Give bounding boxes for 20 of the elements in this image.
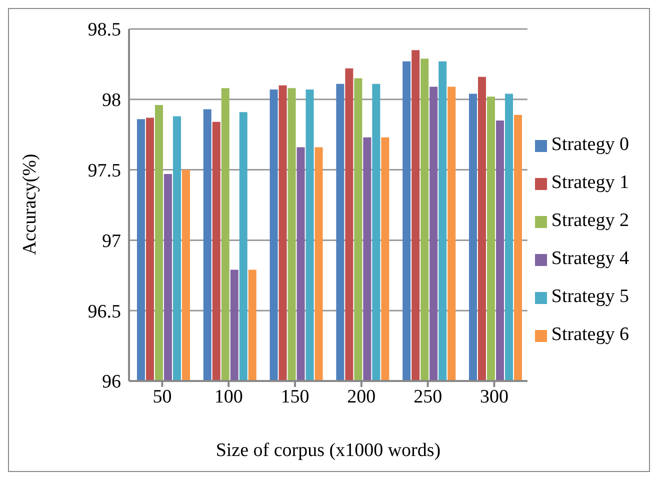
x-tick-label: 300 [480,386,508,408]
y-tick-label: 96.5 [88,301,121,322]
legend-label: Strategy 2 [551,210,629,231]
y-tick-label: 97.5 [88,160,121,182]
legend-label: Strategy 6 [551,324,629,345]
x-tick-label: 200 [347,386,376,408]
legend-label: Strategy 4 [551,248,629,269]
legend-label: Strategy 0 [551,134,629,155]
x-tick-label: 50 [152,386,172,408]
y-tick-label: 98 [102,90,121,112]
y-tick-label: 97 [102,230,121,252]
x-tick-label: 250 [414,386,442,408]
x-tick-label: 150 [280,386,310,408]
legend-label: Strategy 5 [551,286,629,307]
x-tick-label: 100 [214,386,243,408]
y-axis-title: Accuracy(%) [20,154,41,255]
y-tick-label: 98.5 [88,20,121,41]
legend-label: Strategy 1 [551,172,629,193]
y-tick-label: 96 [102,372,121,393]
x-axis-title: Size of corpus (x1000 words) [216,440,441,461]
